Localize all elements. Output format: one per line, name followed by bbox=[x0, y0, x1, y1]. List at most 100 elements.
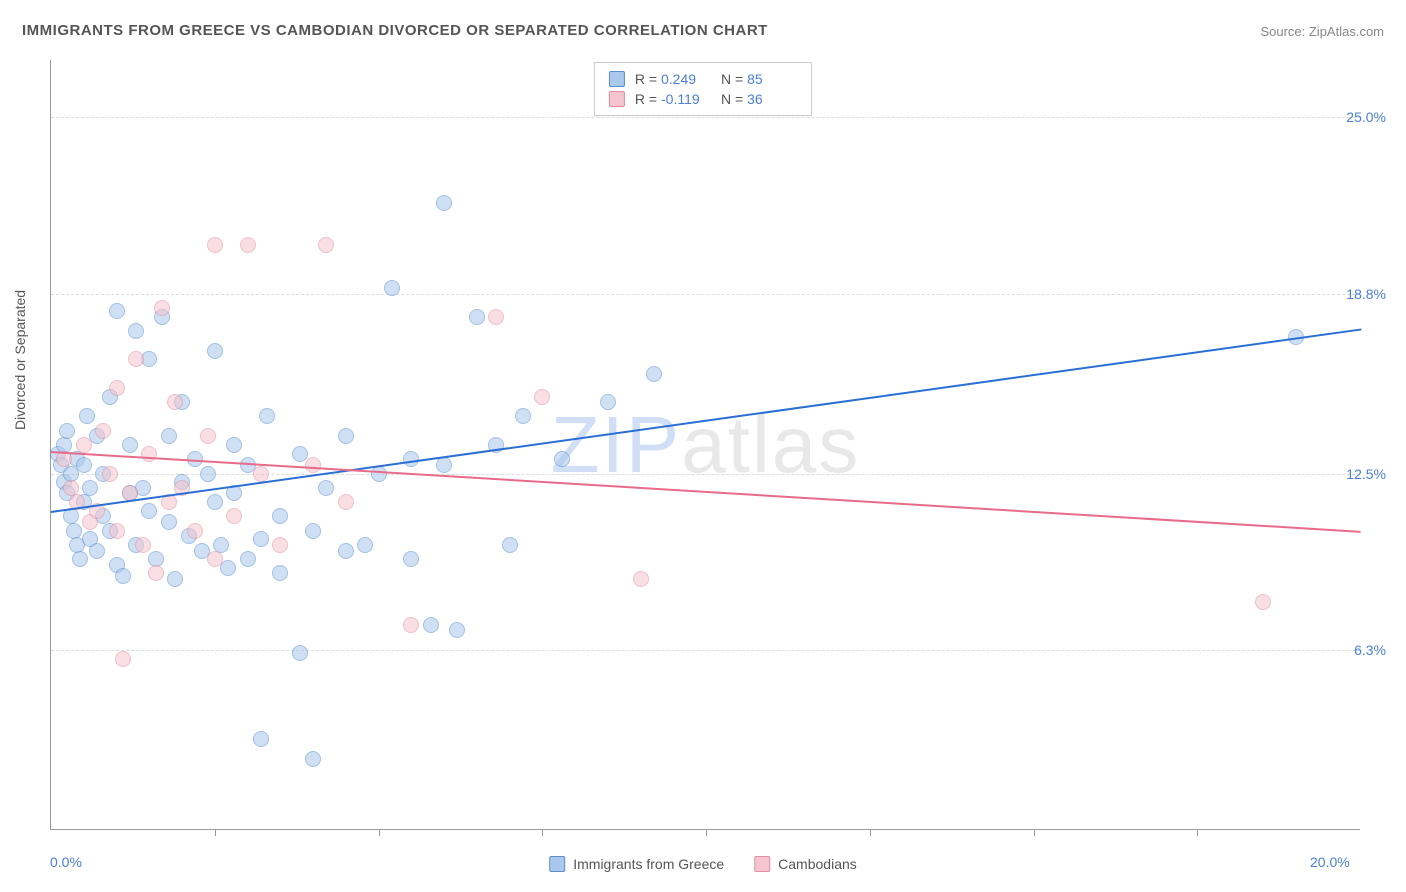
legend-item: Cambodians bbox=[754, 856, 857, 872]
data-point bbox=[154, 300, 170, 316]
data-point bbox=[220, 560, 236, 576]
x-tick bbox=[1197, 829, 1198, 836]
data-point bbox=[161, 428, 177, 444]
data-point bbox=[102, 466, 118, 482]
data-point bbox=[259, 408, 275, 424]
stat-r-label: R = -0.119 bbox=[635, 91, 711, 107]
data-point bbox=[384, 280, 400, 296]
trend-line bbox=[51, 328, 1361, 512]
gridline bbox=[51, 650, 1360, 651]
data-point bbox=[128, 323, 144, 339]
data-point bbox=[76, 457, 92, 473]
data-point bbox=[253, 466, 269, 482]
data-point bbox=[436, 195, 452, 211]
data-point bbox=[207, 494, 223, 510]
data-point bbox=[89, 543, 105, 559]
x-axis-label: 20.0% bbox=[1310, 854, 1350, 870]
data-point bbox=[207, 237, 223, 253]
data-point bbox=[59, 423, 75, 439]
data-point bbox=[72, 551, 88, 567]
x-tick bbox=[870, 829, 871, 836]
correlation-legend: R = 0.249 N = 85 R = -0.119 N = 36 bbox=[594, 62, 812, 116]
data-point bbox=[115, 651, 131, 667]
data-point bbox=[115, 568, 131, 584]
data-point bbox=[226, 437, 242, 453]
y-tick-label: 12.5% bbox=[1346, 466, 1386, 482]
data-point bbox=[226, 508, 242, 524]
x-tick bbox=[215, 829, 216, 836]
legend-swatch bbox=[609, 71, 625, 87]
data-point bbox=[403, 551, 419, 567]
data-point bbox=[253, 531, 269, 547]
data-point bbox=[128, 351, 144, 367]
x-tick bbox=[542, 829, 543, 836]
data-point bbox=[305, 751, 321, 767]
legend-stat-row: R = 0.249 N = 85 bbox=[609, 69, 797, 89]
stat-r-label: R = 0.249 bbox=[635, 71, 711, 87]
data-point bbox=[272, 537, 288, 553]
y-tick-label: 25.0% bbox=[1346, 109, 1386, 125]
trend-line bbox=[51, 451, 1361, 533]
stat-n-label: N = 36 bbox=[721, 91, 797, 107]
data-point bbox=[1255, 594, 1271, 610]
data-point bbox=[436, 457, 452, 473]
y-tick-label: 6.3% bbox=[1354, 642, 1386, 658]
data-point bbox=[95, 423, 111, 439]
data-point bbox=[554, 451, 570, 467]
data-point bbox=[187, 523, 203, 539]
data-point bbox=[109, 523, 125, 539]
watermark: ZIPatlas bbox=[551, 399, 860, 491]
data-point bbox=[403, 617, 419, 633]
data-point bbox=[122, 437, 138, 453]
data-point bbox=[109, 380, 125, 396]
data-point bbox=[200, 428, 216, 444]
data-point bbox=[338, 543, 354, 559]
data-point bbox=[272, 565, 288, 581]
data-point bbox=[240, 551, 256, 567]
data-point bbox=[135, 537, 151, 553]
data-point bbox=[305, 457, 321, 473]
data-point bbox=[423, 617, 439, 633]
data-point bbox=[600, 394, 616, 410]
data-point bbox=[167, 571, 183, 587]
data-point bbox=[534, 389, 550, 405]
data-point bbox=[338, 428, 354, 444]
data-point bbox=[109, 303, 125, 319]
gridline bbox=[51, 294, 1360, 295]
data-point bbox=[76, 437, 92, 453]
x-tick bbox=[706, 829, 707, 836]
x-tick bbox=[379, 829, 380, 836]
data-point bbox=[469, 309, 485, 325]
legend-swatch bbox=[609, 91, 625, 107]
y-axis-label: Divorced or Separated bbox=[12, 290, 28, 430]
legend-stat-row: R = -0.119 N = 36 bbox=[609, 89, 797, 109]
gridline bbox=[51, 117, 1360, 118]
data-point bbox=[449, 622, 465, 638]
legend-swatch bbox=[549, 856, 565, 872]
data-point bbox=[633, 571, 649, 587]
source-label: Source: ZipAtlas.com bbox=[1260, 24, 1384, 39]
data-point bbox=[357, 537, 373, 553]
data-point bbox=[646, 366, 662, 382]
data-point bbox=[272, 508, 288, 524]
data-point bbox=[292, 446, 308, 462]
plot-area: ZIPatlas bbox=[50, 60, 1360, 830]
legend-label: Immigrants from Greece bbox=[573, 856, 724, 872]
data-point bbox=[207, 551, 223, 567]
data-point bbox=[305, 523, 321, 539]
data-point bbox=[502, 537, 518, 553]
chart-title: IMMIGRANTS FROM GREECE VS CAMBODIAN DIVO… bbox=[22, 22, 768, 39]
y-tick-label: 18.8% bbox=[1346, 286, 1386, 302]
data-point bbox=[82, 480, 98, 496]
legend-item: Immigrants from Greece bbox=[549, 856, 724, 872]
x-axis-label: 0.0% bbox=[50, 854, 82, 870]
data-point bbox=[161, 514, 177, 530]
data-point bbox=[167, 394, 183, 410]
data-point bbox=[292, 645, 308, 661]
data-point bbox=[318, 480, 334, 496]
data-point bbox=[318, 237, 334, 253]
data-point bbox=[253, 731, 269, 747]
data-point bbox=[338, 494, 354, 510]
stat-n-label: N = 85 bbox=[721, 71, 797, 87]
gridline bbox=[51, 474, 1360, 475]
